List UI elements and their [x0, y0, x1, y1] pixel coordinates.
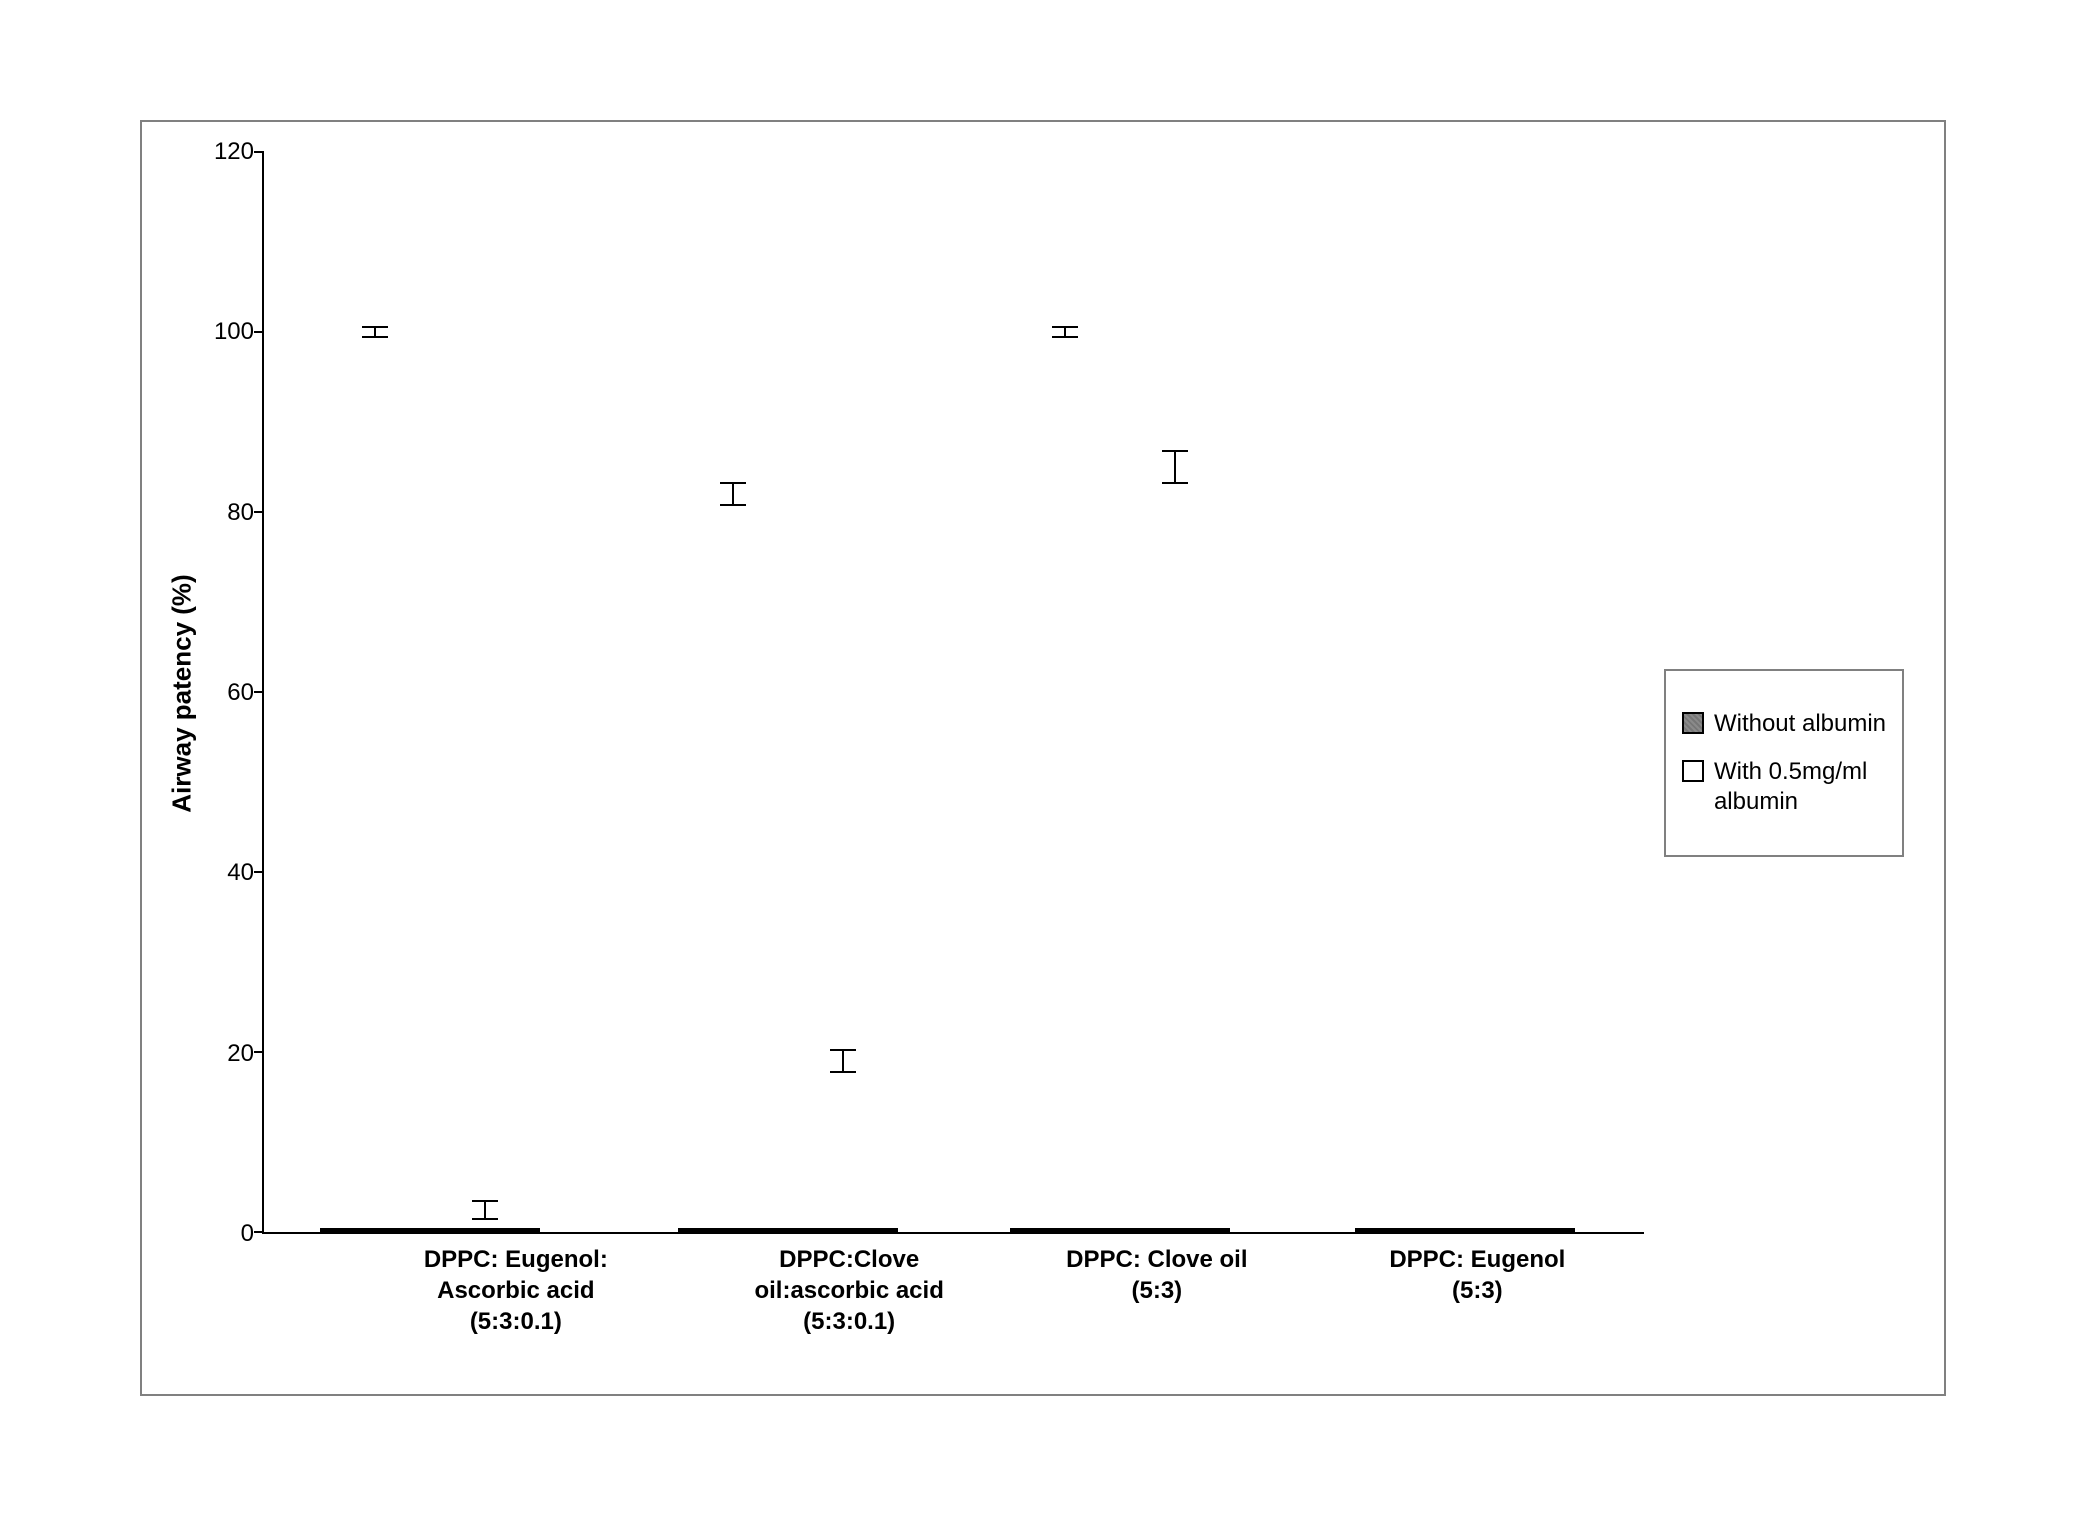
error-cap: [830, 1071, 856, 1073]
x-axis-label: DPPC: Clove oil(5:3): [1027, 1244, 1287, 1306]
y-tick-mark: [254, 871, 264, 873]
spacer: [302, 1244, 362, 1374]
bar: [678, 1228, 788, 1232]
legend-label: Without albumin: [1714, 709, 1886, 739]
y-tick-mark: [254, 331, 264, 333]
legend: Without albumin With 0.5mg/mlalbumin: [1664, 669, 1904, 857]
y-tick-mark: [254, 1231, 264, 1233]
bar-group: [1010, 1228, 1230, 1232]
error-cap: [362, 336, 388, 338]
bar: [1010, 1228, 1120, 1232]
error-cap: [362, 326, 388, 328]
y-axis-ticks: 020406080100120: [202, 152, 262, 1234]
y-tick-label: 40: [227, 859, 254, 887]
y-tick-label: 80: [227, 499, 254, 527]
plot-row: Airway patency (%) 020406080100120: [162, 152, 1644, 1234]
x-axis-labels: DPPC: Eugenol:Ascorbic acid(5:3:0.1) DPPC…: [362, 1244, 1644, 1374]
bar-group: [1355, 1228, 1575, 1232]
y-tick-mark: [254, 1051, 264, 1053]
error-bar: [1174, 451, 1176, 483]
spacer: [262, 1244, 302, 1374]
legend-item: With 0.5mg/mlalbumin: [1682, 757, 1886, 817]
y-tick-label: 20: [227, 1040, 254, 1068]
legend-column: Without albumin With 0.5mg/mlalbumin: [1644, 152, 1924, 1374]
error-bar: [842, 1050, 844, 1072]
y-tick-label: 0: [241, 1220, 254, 1248]
bar-group: [320, 1228, 540, 1232]
error-cap: [1052, 336, 1078, 338]
y-axis-label: Airway patency (%): [167, 574, 198, 812]
x-axis-labels-row: DPPC: Eugenol:Ascorbic acid(5:3:0.1) DPPC…: [262, 1244, 1644, 1374]
error-cap: [472, 1200, 498, 1202]
bar: [788, 1228, 898, 1232]
error-cap: [1162, 450, 1188, 452]
y-tick-label: 120: [214, 138, 254, 166]
bar: [1120, 1228, 1230, 1232]
x-axis-label: DPPC: Eugenol(5:3): [1347, 1244, 1607, 1306]
legend-item: Without albumin: [1682, 709, 1886, 739]
x-axis-label: DPPC: Eugenol:Ascorbic acid(5:3:0.1): [386, 1244, 646, 1338]
error-cap: [720, 504, 746, 506]
error-cap: [1162, 482, 1188, 484]
chart-area: Airway patency (%) 020406080100120 DPPC:…: [162, 152, 1644, 1374]
chart-frame: Airway patency (%) 0 20 40 60 80 100 120 DPPC:…: [140, 120, 1946, 1396]
x-axis-label: DPPC:Cloveoil:ascorbic acid(5:3:0.1): [719, 1244, 979, 1338]
bar: [1465, 1228, 1575, 1232]
legend-swatch: [1682, 760, 1704, 782]
bar: [1355, 1228, 1465, 1232]
error-cap: [830, 1049, 856, 1051]
error-cap: [472, 1218, 498, 1220]
error-bar: [484, 1201, 486, 1219]
y-tick-mark: [254, 511, 264, 513]
y-tick-label: 100: [214, 318, 254, 346]
y-tick-mark: [254, 151, 264, 153]
y-tick-label: 60: [227, 679, 254, 707]
error-bar: [732, 483, 734, 505]
plot-area: [262, 152, 1644, 1234]
y-tick-mark: [254, 691, 264, 693]
error-cap: [720, 482, 746, 484]
error-cap: [1052, 326, 1078, 328]
bar: [430, 1228, 540, 1232]
bar-group: [678, 1228, 898, 1232]
y-axis-label-container: Airway patency (%): [162, 152, 202, 1234]
legend-label: With 0.5mg/mlalbumin: [1714, 757, 1867, 817]
bar: [320, 1228, 430, 1232]
legend-swatch: [1682, 712, 1704, 734]
